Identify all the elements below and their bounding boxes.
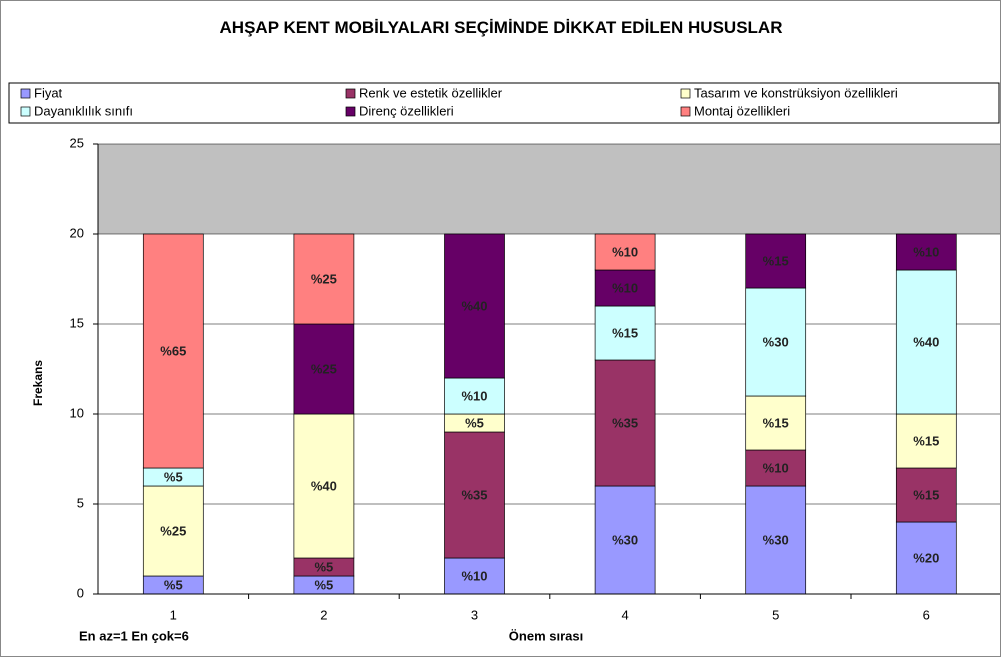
data-label: %30 [763,334,789,349]
x-axis-label: Önem sırası [509,628,583,643]
bar-segment [594,305,656,361]
data-label: %5 [465,415,484,430]
x-tick-label: 1 [170,607,177,622]
annotation: En az=1 En çok=6 [79,628,189,643]
bar-segment [444,233,505,379]
x-tick-label: 5 [772,607,779,622]
bar-segment [745,395,807,451]
bar-segment [895,467,957,523]
bar-segment [594,485,656,595]
data-label: %15 [913,433,939,448]
bar-segment [142,485,204,577]
legend-label: Tasarım ve konstrüksiyon özellikleri [694,85,898,100]
bar-segment [594,359,656,487]
legend-label: Renk ve estetik özellikler [359,85,503,100]
data-label: %40 [311,478,337,493]
data-label: %10 [763,460,789,475]
legend-box [8,82,1000,124]
data-label: %25 [311,271,337,286]
data-label: %35 [612,415,638,430]
chart-title: AHŞAP KENT MOBİLYALARI SEÇİMİNDE DİKKAT … [219,18,783,37]
bar-segment [745,449,807,487]
legend-swatch [345,106,356,117]
bar-segment [444,557,505,595]
data-label: %5 [164,577,183,592]
data-label: %40 [913,334,939,349]
bar-segment [895,233,957,271]
data-label: %20 [913,550,939,565]
bar-segment [594,269,656,307]
bar-segment [745,485,807,595]
legend-label: Montaj özellikleri [694,103,790,118]
legend-swatch [680,88,691,99]
data-label: %30 [763,532,789,547]
x-tick-label: 2 [320,607,327,622]
data-label: %25 [311,361,337,376]
bar-segment [444,431,505,559]
bar-segment [745,233,807,289]
data-label: %5 [315,577,334,592]
bar-segment [594,233,656,271]
legend-label: Direnç özellikleri [359,103,454,118]
data-label: %10 [461,388,487,403]
data-label: %5 [164,469,183,484]
legend-swatch [680,106,691,117]
data-label: %25 [160,523,186,538]
bar-segment [293,233,355,325]
data-label: %15 [763,253,789,268]
data-label: %15 [612,325,638,340]
legend-swatch [20,88,31,99]
y-tick-label: 20 [70,225,84,240]
data-label: %10 [913,244,939,259]
y-tick-label: 0 [77,585,84,600]
data-label: %30 [612,532,638,547]
legend-label: Fiyat [34,85,63,100]
y-tick-label: 10 [70,405,84,420]
bar-segment [745,287,807,397]
y-tick-label: 25 [70,135,84,150]
bar-segment [142,233,204,469]
data-label: %35 [461,487,487,502]
data-label: %10 [612,280,638,295]
x-tick-label: 4 [621,607,628,622]
data-label: %15 [913,487,939,502]
bar-segment [293,413,355,559]
y-axis-label: Frekans [31,360,45,406]
plot-background [98,144,1000,234]
x-tick-label: 6 [923,607,930,622]
bar-segment [895,269,957,415]
legend-swatch [20,106,31,117]
x-tick-label: 3 [471,607,478,622]
data-label: %65 [160,343,186,358]
y-tick-label: 5 [77,495,84,510]
data-label: %10 [461,568,487,583]
bar-segment [293,323,355,415]
legend-label: Dayanıklılık sınıfı [34,103,133,118]
y-tick-label: 15 [70,315,84,330]
data-label: %10 [612,244,638,259]
data-label: %15 [763,415,789,430]
data-label: %40 [461,298,487,313]
legend-swatch [345,88,356,99]
data-label: %5 [315,559,334,574]
bar-segment [895,521,957,595]
